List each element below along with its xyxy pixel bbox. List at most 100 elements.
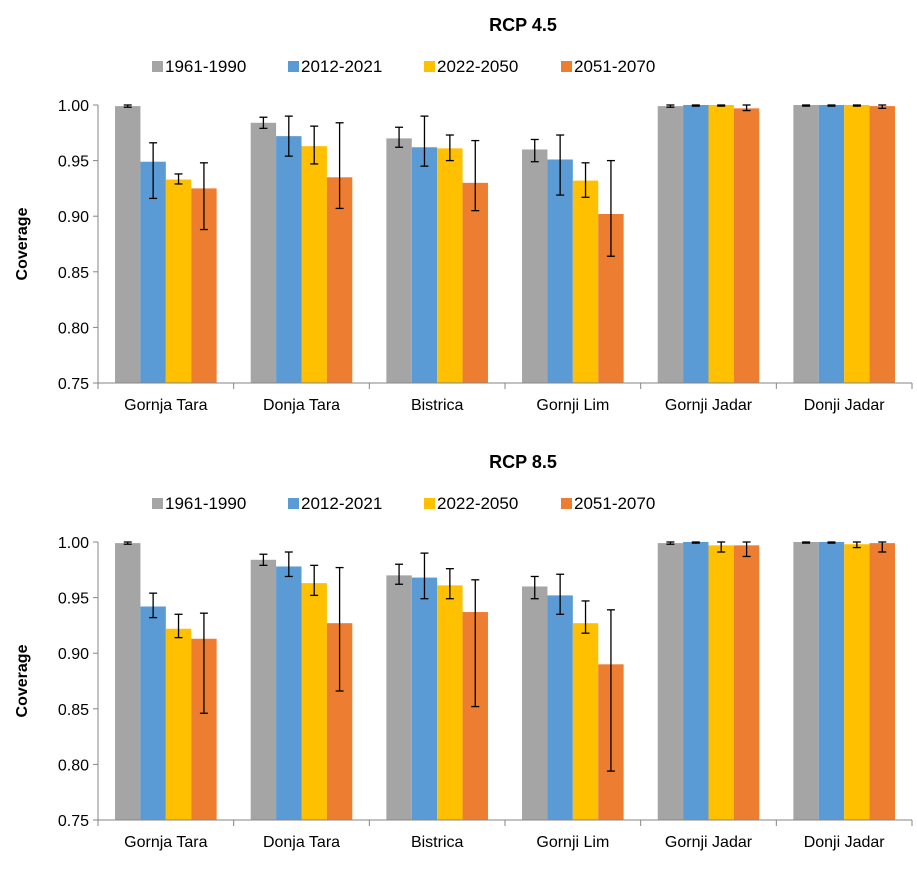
- error-bar: [666, 104, 675, 108]
- legend-label: 2022-2050: [437, 57, 518, 76]
- error-bar: [310, 564, 319, 597]
- error-bar: [878, 104, 887, 109]
- legend-label: 1961-1990: [165, 494, 246, 513]
- error-bar: [802, 104, 811, 107]
- y-tick-label: 1.00: [58, 535, 89, 552]
- bar: [683, 105, 709, 383]
- error-bar: [259, 116, 268, 130]
- bar: [683, 542, 709, 820]
- error-bar: [395, 126, 404, 148]
- x-tick-label: Donja Tara: [263, 834, 340, 851]
- bar: [301, 583, 327, 820]
- bar: [547, 595, 573, 820]
- y-tick-label: 0.95: [58, 154, 89, 171]
- x-tick-label: Bistrica: [411, 834, 464, 851]
- legend-swatch: [424, 61, 435, 72]
- bar: [708, 105, 734, 383]
- legend-swatch: [288, 498, 299, 509]
- bar: [386, 575, 412, 820]
- bar: [140, 606, 166, 820]
- y-tick-label: 0.75: [58, 813, 89, 830]
- error-bar: [691, 541, 700, 544]
- legend-item: 2012-2021: [288, 57, 382, 76]
- bar: [522, 586, 548, 820]
- bar: [572, 180, 599, 383]
- error-bar: [174, 613, 183, 639]
- chart-rcp85: RCP 8.5 1961-1990 2012-2021 2022-2050 2051-2…: [14, 452, 913, 851]
- bar: [522, 149, 548, 383]
- legend-item: 2051-2070: [561, 57, 655, 76]
- bar: [386, 138, 412, 383]
- bar: [276, 566, 302, 820]
- error-bar: [802, 541, 811, 544]
- error-bar: [556, 134, 565, 196]
- x-tick-label: Gornja Tara: [124, 834, 207, 851]
- error-bar: [259, 553, 268, 567]
- legend-swatch: [152, 61, 163, 72]
- bar: [818, 542, 845, 820]
- error-bar: [174, 173, 183, 185]
- y-tick-label: 0.75: [58, 376, 89, 393]
- bar: [869, 106, 895, 383]
- chart-rcp45: RCP 4.5 1961-1990 2012-2021 2022-2050 2051-2…: [14, 15, 913, 414]
- bar: [276, 136, 302, 383]
- x-tick-label: Donji Jadar: [804, 834, 886, 851]
- bar: [462, 182, 488, 383]
- legend-swatch: [561, 498, 572, 509]
- error-bar: [530, 138, 539, 163]
- bar: [250, 122, 277, 384]
- y-tick-label: 0.85: [58, 265, 89, 282]
- y-tick-label: 0.80: [58, 757, 89, 774]
- error-bar: [666, 541, 675, 545]
- legend-item: 2022-2050: [424, 494, 518, 513]
- chart-title: RCP 4.5: [489, 15, 557, 35]
- error-bar: [420, 115, 429, 167]
- error-bar: [827, 104, 836, 107]
- error-bar: [471, 139, 480, 212]
- y-tick-label: 0.85: [58, 702, 89, 719]
- error-bar: [149, 142, 158, 200]
- chart-title: RCP 8.5: [489, 452, 557, 472]
- y-tick-label: 0.95: [58, 591, 89, 608]
- legend-item: 1961-1990: [152, 57, 246, 76]
- error-bar: [827, 541, 836, 544]
- x-tick-label: Gornja Tara: [124, 397, 207, 414]
- error-bar: [310, 125, 319, 165]
- y-tick-label: 1.00: [58, 98, 89, 115]
- bar: [818, 105, 845, 383]
- error-bar: [581, 162, 590, 198]
- bar: [708, 545, 734, 820]
- x-tick-label: Gornji Jadar: [665, 397, 753, 414]
- x-tick-label: Gornji Jadar: [665, 834, 753, 851]
- error-bar: [878, 541, 887, 553]
- bar: [657, 106, 684, 383]
- x-tick-label: Gornji Lim: [536, 397, 609, 414]
- error-bar: [420, 552, 429, 600]
- legend-swatch: [152, 498, 163, 509]
- legend-swatch: [424, 498, 435, 509]
- bar: [437, 585, 463, 820]
- error-bar: [199, 162, 208, 231]
- error-bar: [123, 541, 132, 545]
- legend-label: 2012-2021: [301, 57, 382, 76]
- x-tick-label: Bistrica: [411, 397, 464, 414]
- error-bar: [335, 122, 344, 210]
- error-bar: [149, 592, 158, 619]
- bar: [115, 543, 141, 820]
- error-bar: [606, 609, 615, 772]
- y-tick-label: 0.90: [58, 209, 89, 226]
- legend-label: 2051-2070: [574, 494, 655, 513]
- error-bar: [284, 551, 293, 578]
- error-bar: [335, 566, 344, 692]
- error-bar: [395, 563, 404, 585]
- error-bar: [445, 568, 454, 600]
- y-tick-label: 0.90: [58, 646, 89, 663]
- bar: [250, 559, 277, 820]
- error-bar: [284, 115, 293, 157]
- bar: [326, 177, 353, 383]
- bar: [165, 628, 192, 820]
- legend-label: 2051-2070: [574, 57, 655, 76]
- error-bar: [445, 134, 454, 162]
- error-bar: [199, 612, 208, 714]
